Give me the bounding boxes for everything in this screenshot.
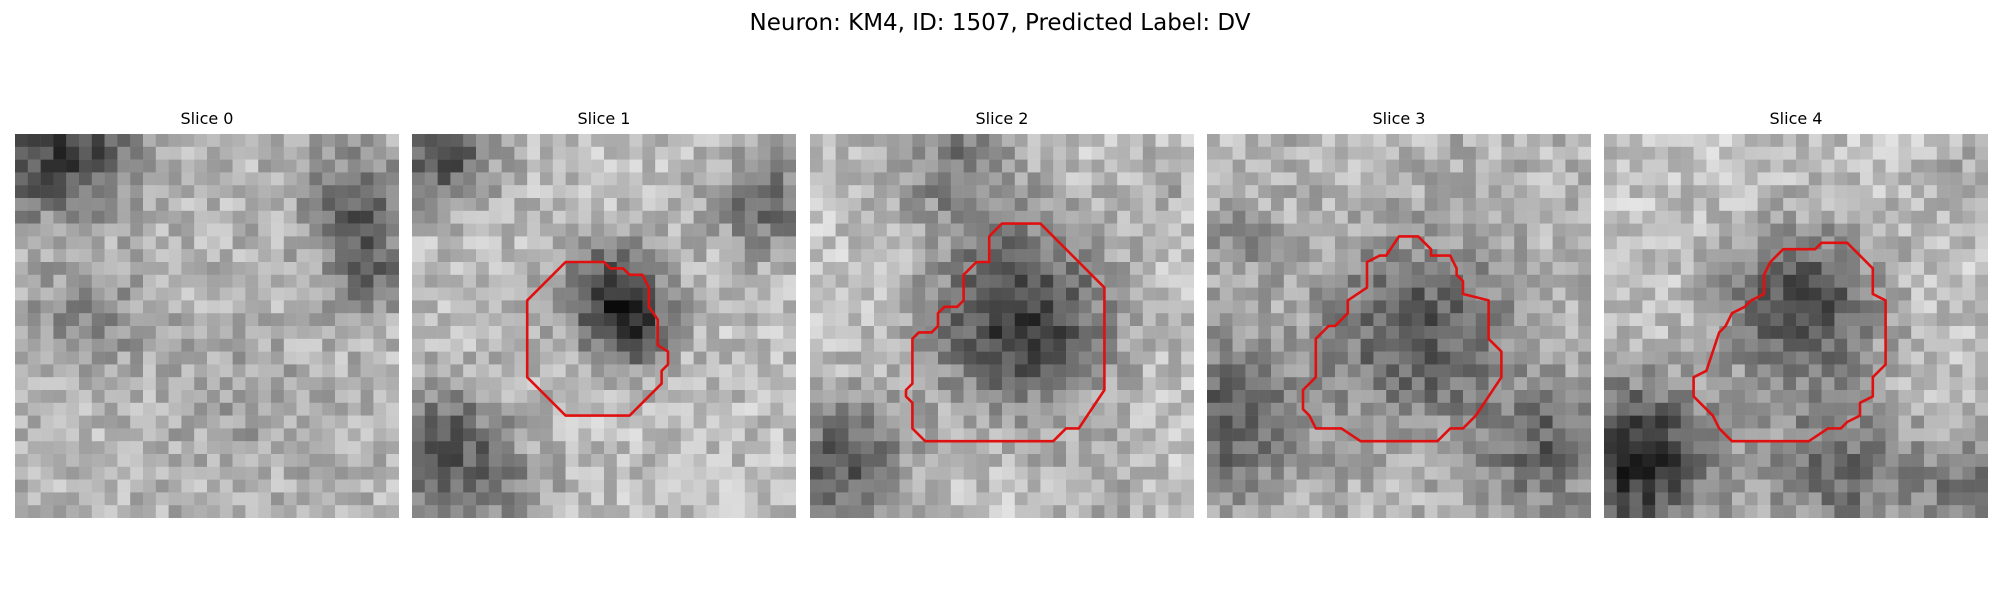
roi-contour (1694, 243, 1886, 441)
slice-image (412, 134, 796, 518)
slice-title: Slice 0 (180, 109, 234, 128)
roi-contour (1303, 236, 1501, 441)
slice-image (1207, 134, 1591, 518)
roi-contour (906, 224, 1104, 442)
roi-contour (527, 262, 668, 416)
slice-title: Slice 3 (1372, 109, 1426, 128)
slice-image (810, 134, 1194, 518)
slice-title: Slice 4 (1769, 109, 1823, 128)
slice-title: Slice 1 (577, 109, 631, 128)
pixel-grid (15, 134, 399, 518)
slice-image (1604, 134, 1988, 518)
pixel-grid (1207, 134, 1591, 518)
pixel-grid (412, 134, 796, 518)
slice-title: Slice 2 (975, 109, 1029, 128)
pixel-grid (810, 134, 1194, 518)
figure-title: Neuron: KM4, ID: 1507, Predicted Label: … (749, 10, 1251, 36)
pixel-grid (1604, 134, 1988, 518)
slice-image (15, 134, 399, 518)
